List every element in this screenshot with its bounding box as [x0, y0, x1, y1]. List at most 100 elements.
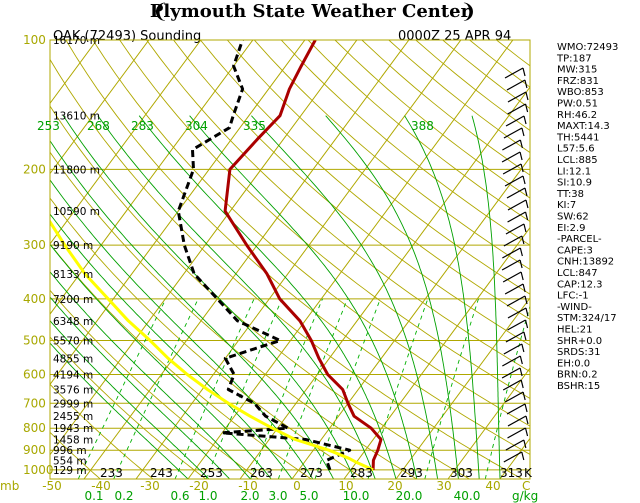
stat-line: CAP:12.3 — [557, 279, 603, 290]
theta-tick-label: 304 — [185, 119, 208, 133]
mixing-ratio-tick-label: 0.6 — [170, 489, 189, 503]
wind-barb-icon — [507, 307, 527, 319]
mb-unit-label: mb — [0, 479, 19, 493]
stat-line: RH:46.2 — [557, 110, 597, 121]
wind-barb-icon — [504, 391, 524, 403]
temperature-tick-label: 10 — [338, 479, 353, 493]
height-tick-label: 9190 m — [53, 240, 93, 252]
kelvin-tick-label: 253 — [200, 466, 223, 480]
height-tick-label: 4855 m — [53, 353, 93, 365]
isotherm-line — [447, 367, 530, 479]
pressure-tick-label: 200 — [23, 162, 46, 176]
moist-adiabat-line — [97, 115, 376, 479]
sounding-curves — [50, 40, 383, 472]
wind-barb-icon — [505, 439, 525, 451]
temperature-tick-label: 20 — [387, 479, 402, 493]
theta-tick-label: 253 — [37, 119, 60, 133]
isotherm-line — [0, 40, 45, 479]
pressure-tick-label: 900 — [23, 443, 46, 457]
stat-line: WBO:853 — [557, 87, 604, 98]
temperature-tick-label: -40 — [91, 479, 111, 493]
wind-barb-icon — [524, 295, 528, 305]
wind-barb-icon — [522, 391, 526, 401]
kelvin-tick-label: 303 — [450, 466, 473, 480]
stat-line: CAPE:3 — [557, 245, 593, 256]
mixing-ratio-line — [205, 298, 283, 479]
stat-line: FRZ:831 — [557, 76, 599, 87]
temperature-tick-label: 30 — [436, 479, 451, 493]
moist-adiabat-line — [50, 243, 272, 479]
stat-line: MW:315 — [557, 65, 597, 76]
moist-adiabat-line — [62, 115, 355, 479]
wind-barb-icon — [507, 415, 527, 427]
wind-barb-icon — [519, 367, 523, 377]
dry-adiabat-line — [92, 40, 530, 427]
isotherm-line — [83, 40, 410, 479]
dry-adiabat-line — [50, 197, 365, 479]
stat-line: LFC:-1 — [557, 291, 589, 302]
dry-adiabat-line — [119, 40, 530, 400]
stat-line: WMO:72493 — [557, 42, 618, 53]
wind-barb-icon — [523, 439, 527, 449]
height-tick-label: 8133 m — [53, 269, 93, 281]
stat-line: STM:324/17 — [557, 313, 617, 324]
theta-tick-label: 388 — [411, 119, 434, 133]
stat-line: SHR+0.0 — [557, 336, 602, 347]
wind-barb-icon — [503, 451, 523, 463]
wind-barb-icon — [525, 103, 529, 113]
wind-barb-icon — [520, 271, 524, 281]
height-tick-label: 996 m — [53, 445, 87, 457]
wind-barbs — [501, 67, 529, 463]
wind-barb-icon — [507, 199, 527, 211]
moist-adiabat-line — [50, 342, 189, 479]
height-tick-label: 129 m — [53, 465, 87, 477]
wind-barb-icon — [523, 115, 527, 125]
wind-barb-icon — [506, 187, 526, 199]
wind-barb-icon — [506, 79, 526, 91]
theta-tick-label: 268 — [87, 119, 110, 133]
dry-adiabat-line — [50, 383, 154, 479]
dry-adiabat-line — [226, 40, 530, 295]
wind-barb-icon — [519, 151, 523, 161]
stat-line: L57:5.6 — [557, 144, 595, 155]
mixing-ratio-tick-label: 5.0 — [299, 489, 318, 503]
stat-line: PW:0.51 — [557, 99, 598, 110]
stat-line: TP:187 — [556, 53, 592, 64]
wind-barb-icon — [501, 151, 521, 163]
mixing-ratio-line — [314, 298, 381, 479]
height-tick-label: 13610 m — [53, 111, 100, 123]
dry-adiabat-line — [50, 431, 101, 479]
kelvin-tick-label: 243 — [150, 466, 173, 480]
wind-barb-icon — [525, 415, 529, 425]
wind-barb-icon — [524, 187, 528, 197]
pressure-tick-label: 100 — [23, 33, 46, 47]
wind-barb-icon — [504, 67, 524, 79]
dry-adiabat-line — [280, 40, 530, 246]
wind-barb-icon — [505, 115, 525, 127]
isotherm-line — [50, 40, 358, 456]
height-tick-label: 1458 m — [53, 435, 93, 447]
height-tick-label: 11800 m — [53, 164, 100, 176]
moist-adiabat-line — [471, 115, 501, 479]
dry-adiabat-line — [173, 40, 530, 346]
moist-adiabat-line — [189, 115, 418, 479]
isotherm-line — [135, 40, 462, 479]
dry-adiabat-line — [307, 40, 530, 222]
stat-line: BSHR:15 — [557, 381, 600, 392]
wind-barb-icon — [521, 235, 525, 245]
wind-barb-icon — [507, 427, 526, 439]
wind-barb-icon — [519, 139, 523, 149]
isotherm-line — [187, 40, 514, 479]
dry-adiabat-line — [50, 336, 206, 479]
pressure-tick-label: 300 — [23, 238, 46, 252]
isotherm-line — [50, 40, 254, 315]
height-tick-label: 4194 m — [53, 370, 93, 382]
theta-tick-label: 335 — [243, 119, 266, 133]
wind-barb-icon — [501, 367, 521, 379]
wind-barb-icon — [503, 235, 523, 247]
mixing-ratio-line — [250, 298, 323, 479]
wind-barb-icon — [521, 127, 525, 137]
plot-frame — [49, 39, 531, 480]
temperature-tick-label: -10 — [238, 479, 258, 493]
wind-barb-icon — [524, 427, 529, 437]
